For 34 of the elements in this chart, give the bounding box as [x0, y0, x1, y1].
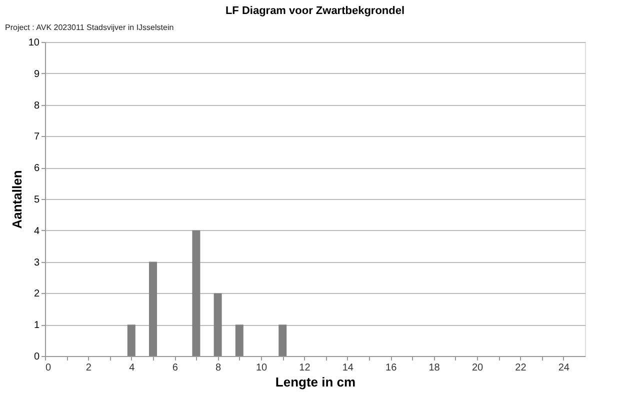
- x-tick-label: 8: [216, 362, 222, 374]
- x-tick-label: 6: [172, 362, 178, 374]
- x-tick-label: 20: [472, 362, 484, 374]
- x-tick-label: 24: [558, 362, 570, 374]
- x-tick-label: 22: [515, 362, 527, 374]
- bar: [278, 324, 287, 356]
- y-tick-label: 4: [34, 226, 40, 237]
- bar: [149, 262, 157, 356]
- bar: [192, 230, 200, 356]
- y-tick-label: 0: [34, 352, 40, 362]
- y-tick-label: 6: [34, 163, 40, 174]
- y-axis-title: Aantallen: [9, 170, 24, 229]
- x-tick-label: 14: [342, 362, 354, 374]
- y-tick-label: 5: [34, 194, 40, 206]
- bar: [214, 293, 222, 356]
- bar: [127, 324, 136, 356]
- x-tick-label: 10: [256, 362, 268, 374]
- x-axis-title: Lengte in cm: [275, 374, 356, 390]
- y-tick-label: 7: [34, 132, 40, 143]
- text: Project : AVK 2023011 Stadsvijver in IJsselstein: [5, 23, 174, 32]
- x-tick-label: 4: [129, 362, 136, 374]
- x-tick-label: 18: [428, 362, 440, 374]
- x-tick-label: 0: [46, 362, 52, 374]
- y-tick-label: 9: [34, 68, 40, 80]
- y-tick-label: 8: [34, 100, 40, 112]
- y-tick-label: 1: [34, 320, 40, 332]
- y-tick-label: 2: [34, 288, 40, 300]
- chart-title: LF Diagram voor Zwartbekgrondel: [225, 5, 405, 17]
- x-tick-label: 16: [386, 362, 398, 374]
- y-tick-label: 3: [34, 257, 40, 268]
- bar: [235, 324, 244, 356]
- x-tick-label: 2: [86, 362, 92, 374]
- y-tick-label: 10: [28, 38, 40, 48]
- x-tick-label: 12: [299, 362, 311, 374]
